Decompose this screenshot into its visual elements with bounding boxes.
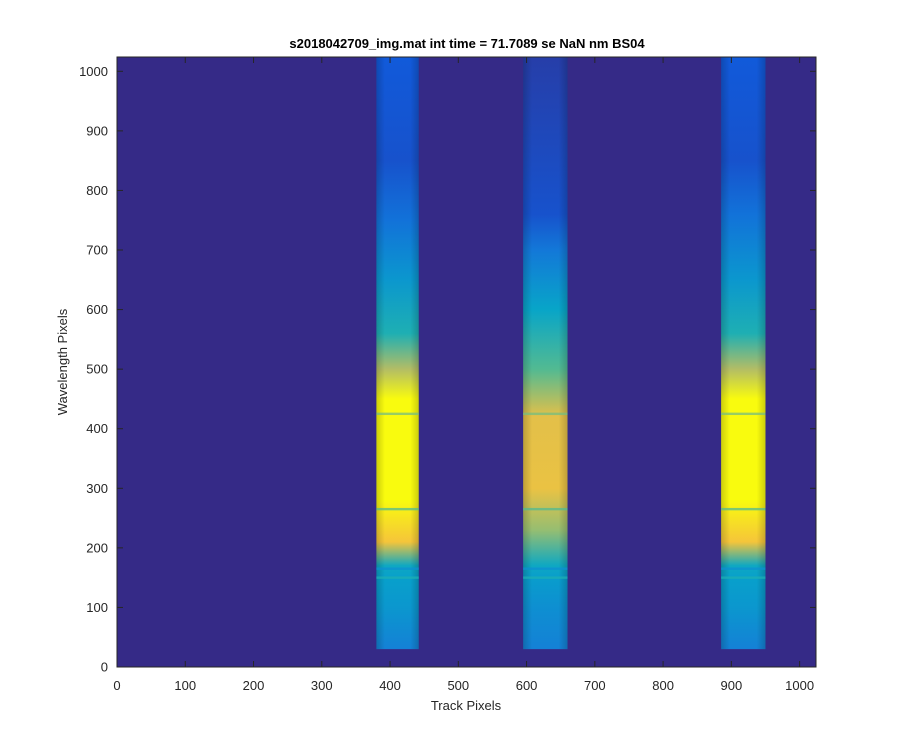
heatmap-background — [117, 57, 816, 667]
x-tick-label: 300 — [311, 678, 333, 693]
heatmap-band-2-4 — [523, 412, 568, 416]
x-axis-label: Track Pixels — [431, 698, 502, 713]
heatmap-band-3-3 — [721, 507, 766, 511]
chart-title: s2018042709_img.mat int time = 71.7089 s… — [289, 36, 645, 51]
heatmap-band-2-2 — [523, 576, 568, 579]
heatmap-track-shading-1 — [376, 57, 419, 650]
heatmap-band-1-4 — [376, 412, 419, 416]
x-tick-label: 600 — [516, 678, 538, 693]
x-tick-label: 700 — [584, 678, 606, 693]
heatmap-band-1-2 — [376, 576, 419, 579]
x-tick-label: 400 — [379, 678, 401, 693]
heatmap-band-3-2 — [721, 576, 766, 579]
y-tick-label: 700 — [86, 243, 108, 258]
x-tick-label: 100 — [174, 678, 196, 693]
heatmap-band-1-1 — [376, 567, 419, 570]
y-tick-label: 600 — [86, 302, 108, 317]
heatmap-track-shading-3 — [721, 57, 766, 650]
x-tick-label: 0 — [113, 678, 120, 693]
heatmap-band-2-3 — [523, 507, 568, 511]
y-tick-label: 200 — [86, 540, 108, 555]
x-tick-label: 200 — [243, 678, 265, 693]
heatmap-band-3-1 — [721, 567, 766, 570]
x-axis-ticks: 0 100 200 300 400 500 600 700 800 900 1000 — [113, 57, 814, 693]
y-tick-label: 0 — [101, 660, 108, 675]
y-tick-label: 500 — [86, 362, 108, 377]
heatmap-band-1-3 — [376, 507, 419, 511]
plot-area — [117, 57, 816, 667]
x-tick-label: 500 — [447, 678, 469, 693]
axes-box — [116, 56, 817, 668]
heatmap-band-3-4 — [721, 412, 766, 416]
heatmap-track-shading-2 — [523, 57, 568, 650]
x-tick-label: 800 — [652, 678, 674, 693]
x-tick-label: 1000 — [785, 678, 814, 693]
heatmap-band-2-1 — [523, 567, 568, 570]
y-tick-label: 400 — [86, 421, 108, 436]
y-tick-label: 100 — [86, 600, 108, 615]
y-axis-label: Wavelength Pixels — [55, 308, 70, 415]
y-tick-label: 800 — [86, 183, 108, 198]
y-tick-label: 900 — [86, 123, 108, 138]
y-tick-label: 1000 — [79, 64, 108, 79]
axes — [116, 56, 817, 668]
x-tick-label: 900 — [721, 678, 743, 693]
y-axis-ticks: 0 100 200 300 400 500 600 700 800 900 1000 — [79, 64, 816, 675]
y-tick-label: 300 — [86, 481, 108, 496]
